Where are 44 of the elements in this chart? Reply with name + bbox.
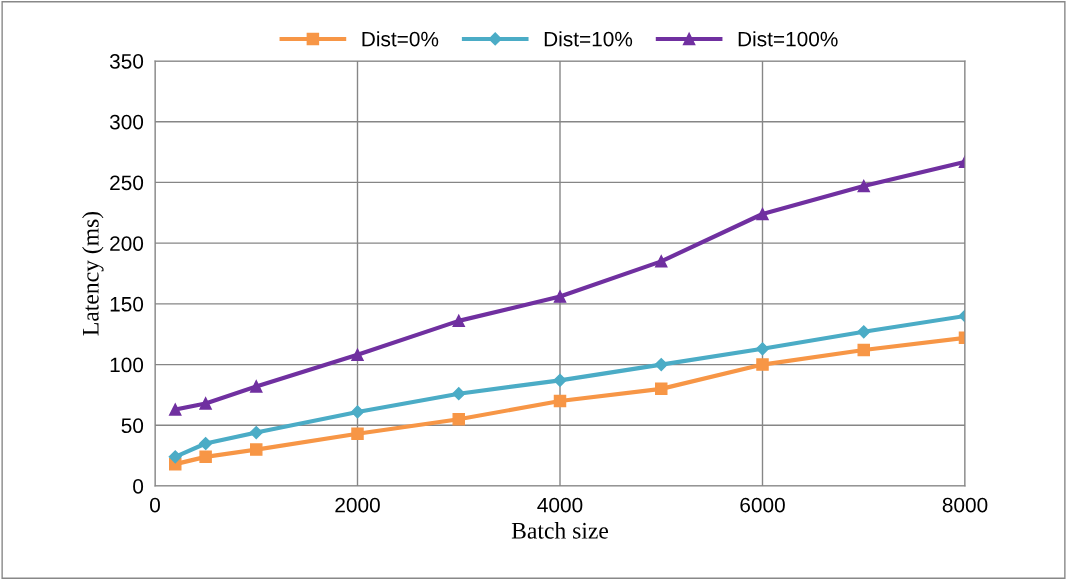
legend-label: Dist=100% [738, 31, 838, 47]
x-tick-label: 6000 [740, 497, 785, 513]
point [553, 290, 567, 303]
point [755, 342, 770, 356]
point [168, 450, 182, 464]
y-tick-label: 100 [110, 357, 144, 373]
y-tick-label: 250 [110, 175, 144, 191]
point [249, 425, 263, 440]
point [553, 394, 567, 408]
point [452, 412, 466, 426]
point [857, 325, 871, 339]
point [857, 343, 871, 357]
x-tick-label: 8000 [942, 497, 988, 513]
x-tick-label: 0 [150, 497, 160, 513]
point [168, 403, 182, 416]
x-tick-label: 4000 [537, 497, 583, 513]
point [249, 443, 263, 456]
point [199, 436, 213, 451]
x-tick-label: 2000 [335, 497, 380, 513]
point [199, 397, 212, 410]
point [350, 405, 365, 419]
point [351, 427, 364, 441]
y-axis-title: Latency (ms) [82, 211, 104, 336]
y-tick-label: 0 [133, 479, 144, 494]
y-tick-label: 200 [110, 236, 144, 251]
legend-label: Dist=0% [362, 31, 439, 47]
point [249, 380, 263, 393]
point [553, 373, 567, 387]
y-tick-label: 350 [109, 54, 144, 69]
point [452, 387, 466, 401]
point [654, 382, 668, 396]
y-tick-label: 300 [109, 114, 144, 130]
point [452, 314, 466, 328]
y-tick-label: 150 [110, 296, 144, 312]
point [199, 450, 212, 464]
point [756, 358, 769, 371]
x-axis-title: Batch size [511, 522, 609, 539]
point [654, 255, 668, 268]
point [857, 179, 871, 193]
point [756, 207, 769, 221]
legend-label: Dist=10% [544, 31, 633, 47]
point [654, 357, 668, 372]
y-tick-label: 50 [121, 418, 144, 434]
point [351, 348, 364, 362]
